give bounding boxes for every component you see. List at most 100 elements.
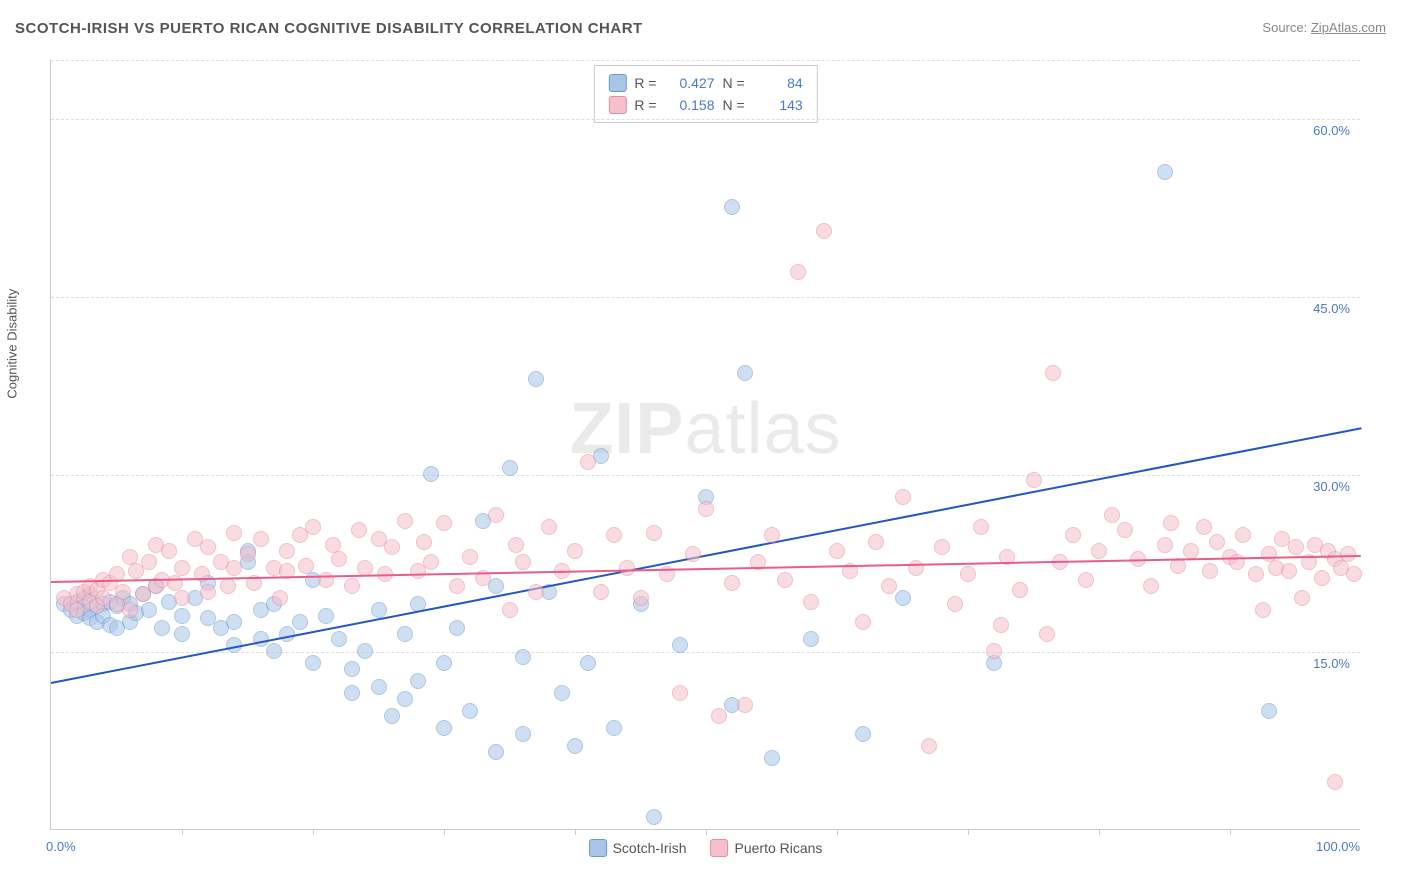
scatter-point: [200, 584, 216, 600]
scatter-point: [541, 519, 557, 535]
scatter-point: [567, 543, 583, 559]
y-axis-label: Cognitive Disability: [5, 289, 20, 399]
scatter-point: [528, 371, 544, 387]
scatter-point: [436, 515, 452, 531]
scatter-point: [1183, 543, 1199, 559]
scatter-point: [384, 539, 400, 555]
y-tick-label: 45.0%: [1313, 301, 1350, 316]
scatter-point: [960, 566, 976, 582]
scatter-point: [724, 199, 740, 215]
scatter-point: [1196, 519, 1212, 535]
scatter-point: [1039, 626, 1055, 642]
scatter-point: [986, 643, 1002, 659]
scatter-point: [174, 560, 190, 576]
scatter-point: [973, 519, 989, 535]
scatter-point: [1045, 365, 1061, 381]
scatter-point: [764, 527, 780, 543]
x-tick: [837, 829, 838, 835]
scatter-point: [895, 489, 911, 505]
scatter-point: [1012, 582, 1028, 598]
scatter-point: [606, 720, 622, 736]
scatter-point: [1255, 602, 1271, 618]
scatter-point: [449, 620, 465, 636]
scatter-point: [200, 539, 216, 555]
n-value-1: 84: [753, 72, 803, 94]
scatter-point: [606, 527, 622, 543]
scatter-point: [554, 685, 570, 701]
scatter-point: [1091, 543, 1107, 559]
scatter-point: [371, 679, 387, 695]
scatter-point: [1163, 515, 1179, 531]
scatter-point: [436, 720, 452, 736]
scatter-point: [141, 602, 157, 618]
scatter-point: [488, 507, 504, 523]
scatter-point: [737, 697, 753, 713]
scatter-point: [331, 631, 347, 647]
scatter-point: [803, 594, 819, 610]
scatter-point: [1327, 774, 1343, 790]
scatter-point: [1078, 572, 1094, 588]
scatter-point: [777, 572, 793, 588]
legend-item-2: Puerto Ricans: [710, 839, 822, 857]
gridline: [51, 652, 1360, 653]
gridline: [51, 60, 1360, 61]
r-label: R =: [634, 72, 656, 94]
legend-swatch-icon: [589, 839, 607, 857]
scatter-point: [711, 708, 727, 724]
scatter-point: [226, 560, 242, 576]
scatter-point: [397, 626, 413, 642]
scatter-point: [174, 590, 190, 606]
scatter-point: [790, 264, 806, 280]
source-label: Source:: [1262, 20, 1307, 35]
scatter-point: [646, 809, 662, 825]
scatter-point: [220, 578, 236, 594]
scatter-point: [384, 708, 400, 724]
scatter-point: [167, 575, 183, 591]
scatter-point: [515, 554, 531, 570]
scatter-point: [423, 554, 439, 570]
scatter-point: [1026, 472, 1042, 488]
scatter-point: [816, 223, 832, 239]
chart-title: SCOTCH-IRISH VS PUERTO RICAN COGNITIVE D…: [15, 20, 643, 37]
scatter-point: [855, 726, 871, 742]
scatter-point: [174, 608, 190, 624]
scatter-point: [410, 673, 426, 689]
legend-item-1: Scotch-Irish: [589, 839, 687, 857]
r-value-2: 0.158: [665, 94, 715, 116]
scatter-point: [174, 626, 190, 642]
scatter-point: [619, 560, 635, 576]
scatter-point: [266, 643, 282, 659]
n-label: N =: [723, 72, 745, 94]
scatter-point: [1157, 537, 1173, 553]
scatter-point: [318, 608, 334, 624]
scatter-point: [122, 602, 138, 618]
scatter-point: [1346, 566, 1362, 582]
scatter-point: [567, 738, 583, 754]
scatter-point: [226, 525, 242, 541]
series-legend: Scotch-Irish Puerto Ricans: [589, 839, 823, 857]
x-tick-label: 100.0%: [1316, 839, 1360, 854]
legend-swatch-icon: [710, 839, 728, 857]
source-attribution: Source: ZipAtlas.com: [1262, 20, 1386, 35]
scatter-point: [344, 685, 360, 701]
source-link[interactable]: ZipAtlas.com: [1311, 20, 1386, 35]
scatter-point: [1261, 703, 1277, 719]
chart-container: SCOTCH-IRISH VS PUERTO RICAN COGNITIVE D…: [0, 0, 1406, 892]
scatter-point: [292, 614, 308, 630]
correlation-legend: R = 0.427 N = 84 R = 0.158 N = 143: [593, 65, 817, 123]
scatter-point: [1209, 534, 1225, 550]
scatter-point: [921, 738, 937, 754]
scatter-point: [1288, 539, 1304, 555]
scatter-point: [993, 617, 1009, 633]
y-tick-label: 15.0%: [1313, 656, 1350, 671]
scatter-point: [1202, 563, 1218, 579]
scatter-point: [226, 614, 242, 630]
r-value-1: 0.427: [665, 72, 715, 94]
scatter-point: [240, 546, 256, 562]
scatter-point: [947, 596, 963, 612]
legend-swatch-1: [608, 74, 626, 92]
watermark-light: atlas: [684, 389, 841, 469]
scatter-point: [633, 590, 649, 606]
scatter-point: [298, 558, 314, 574]
scatter-point: [685, 546, 701, 562]
